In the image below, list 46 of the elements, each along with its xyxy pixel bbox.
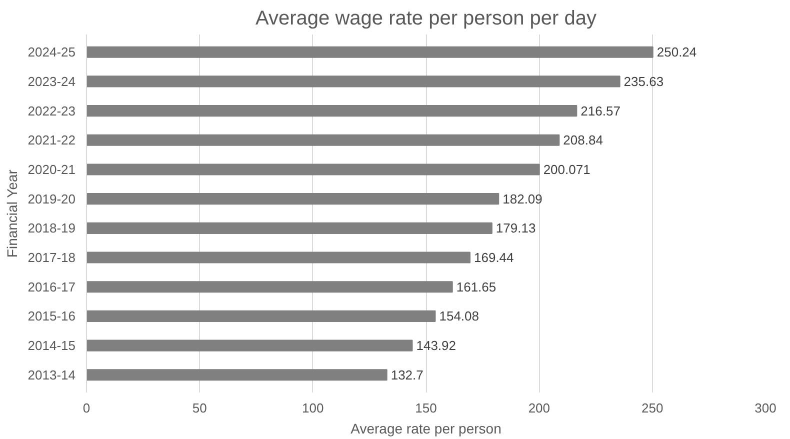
data-label: 132.7 — [390, 367, 424, 382]
x-tick-label: 50 — [192, 400, 207, 416]
data-label: 154.08 — [439, 308, 479, 324]
bar — [86, 46, 654, 58]
bar — [86, 76, 620, 88]
data-label: 143.92 — [416, 338, 456, 354]
y-tick-label: 2018-19 — [28, 220, 76, 236]
y-tick-label: 2013-14 — [28, 367, 76, 382]
bar — [86, 340, 413, 352]
y-tick-label: 2016-17 — [28, 279, 76, 294]
bar — [86, 310, 436, 322]
y-tick-label: 2022-23 — [28, 103, 76, 118]
x-tick-label: 0 — [82, 400, 90, 416]
y-tick-label: 2017-18 — [28, 250, 76, 266]
y-tick-label: 2014-15 — [28, 338, 76, 354]
x-tick-label: 200 — [528, 400, 550, 416]
y-tick-label: 2024-25 — [28, 44, 76, 60]
x-axis-title: Average rate per person — [350, 420, 502, 436]
bar — [86, 164, 540, 176]
y-tick-label: 2021-22 — [28, 132, 76, 148]
y-tick-label: 2015-16 — [28, 308, 76, 324]
bar — [86, 193, 500, 205]
bar — [86, 105, 578, 117]
bar — [86, 222, 492, 234]
x-tick-label: 250 — [641, 400, 664, 416]
y-axis-title: Financial Year — [4, 169, 20, 258]
data-label: 208.84 — [563, 132, 603, 148]
x-tick-label: 150 — [415, 400, 437, 416]
y-tick-label: 2023-24 — [28, 74, 76, 89]
bar — [86, 281, 453, 293]
data-label: 200.071 — [543, 162, 590, 177]
data-label: 179.13 — [496, 220, 536, 236]
bar — [86, 252, 470, 264]
bar — [86, 134, 560, 146]
y-tick-label: 2020-21 — [28, 162, 76, 177]
data-label: 182.09 — [502, 191, 542, 206]
data-label: 161.65 — [456, 279, 496, 294]
x-tick-label: 300 — [754, 400, 776, 416]
data-label: 250.24 — [656, 44, 697, 60]
data-label: 169.44 — [474, 250, 514, 266]
x-tick-label: 100 — [302, 400, 324, 416]
data-label: 216.57 — [580, 103, 620, 118]
y-tick-label: 2019-20 — [28, 191, 76, 206]
chart-title: Average wage rate per person per day — [256, 8, 596, 30]
data-label: 235.63 — [624, 74, 664, 89]
bar — [86, 369, 388, 381]
